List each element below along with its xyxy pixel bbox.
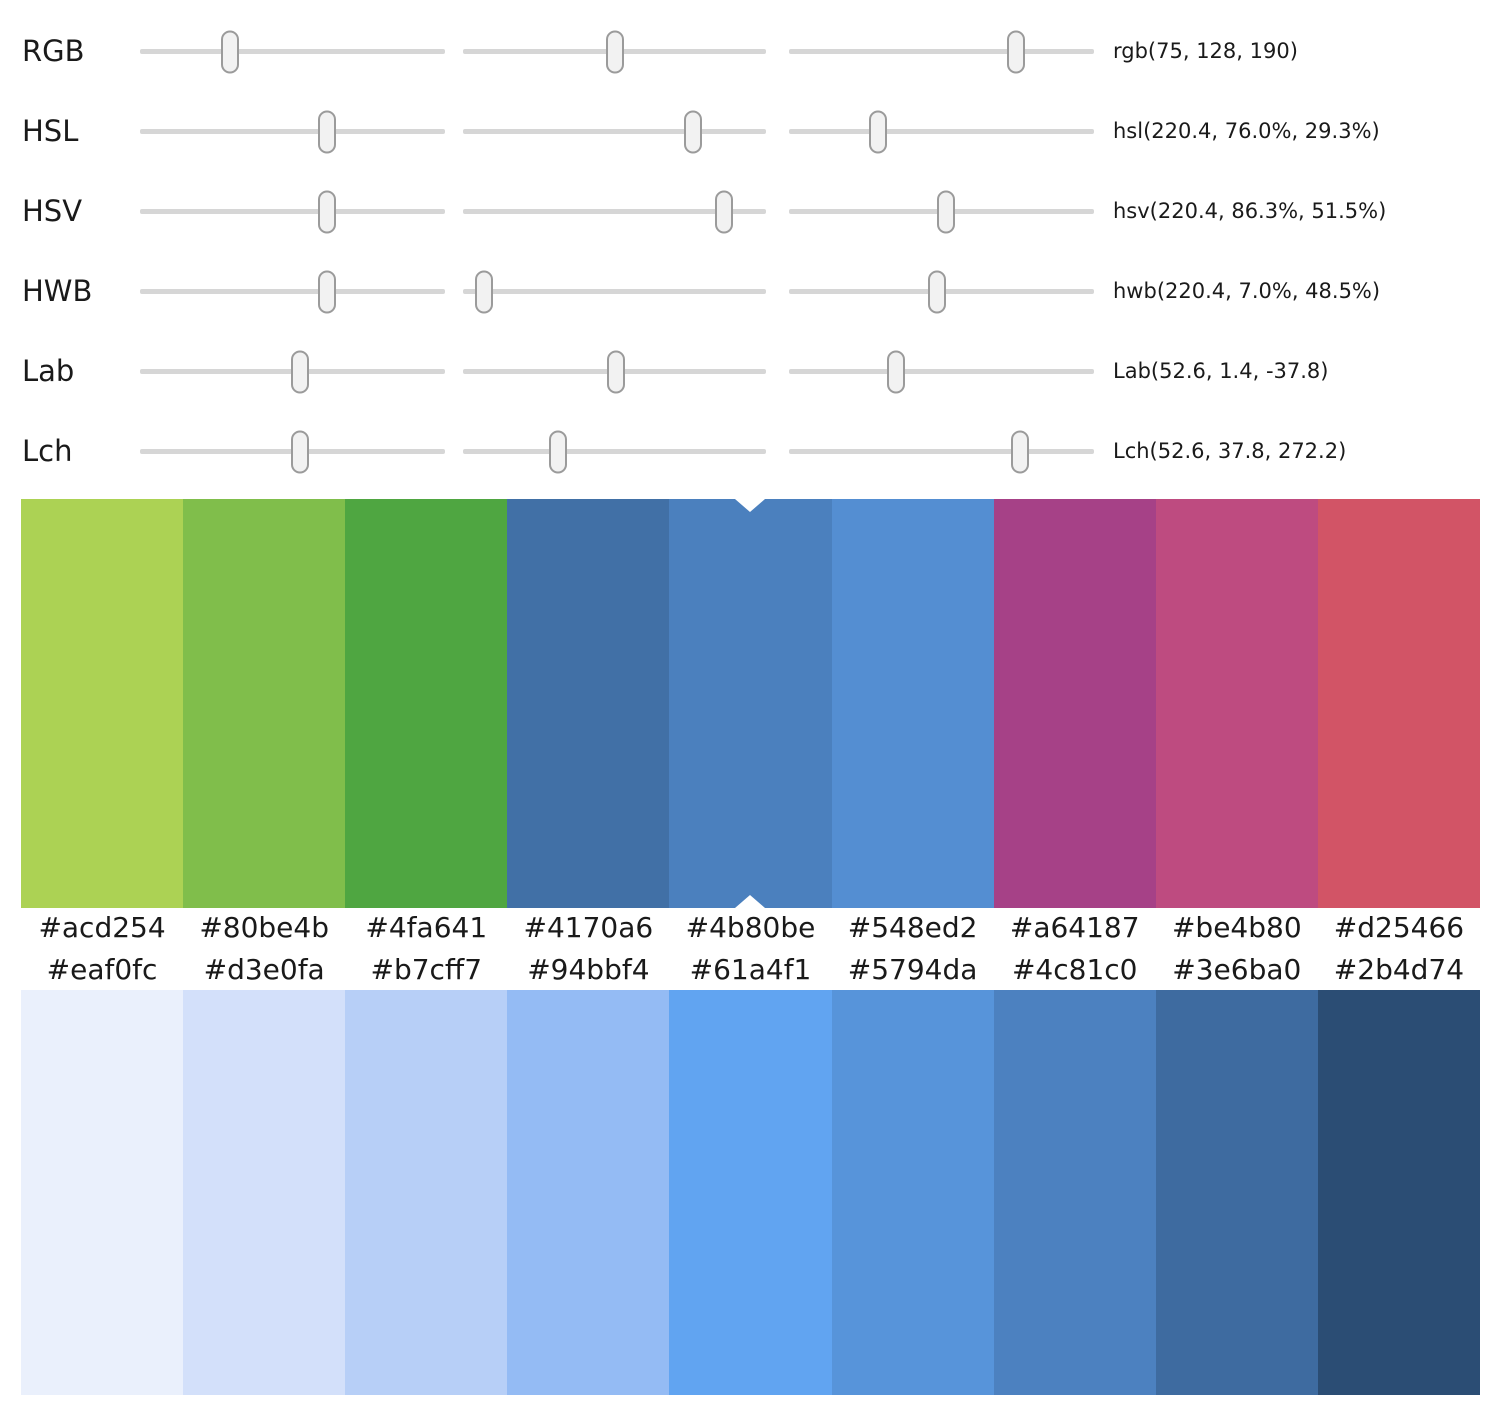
slider-track[interactable] bbox=[789, 30, 1094, 73]
palette-swatch-selected[interactable] bbox=[669, 499, 832, 908]
palette-swatch[interactable] bbox=[345, 499, 508, 908]
hex-label: #94bbf4 bbox=[527, 952, 650, 986]
slider-thumb[interactable] bbox=[317, 110, 336, 153]
hex-label: #3e6ba0 bbox=[1172, 952, 1302, 986]
slider-row-lch: Lch Lch(52.6, 37.8, 272.2) bbox=[0, 411, 1501, 491]
slider-thumb[interactable] bbox=[220, 30, 239, 73]
palette-swatch[interactable] bbox=[507, 499, 670, 908]
slider-thumb[interactable] bbox=[606, 30, 625, 73]
slider-row-hwb: HWB hwb(220.4, 7.0%, 48.5%) bbox=[0, 251, 1501, 331]
slider-track[interactable] bbox=[789, 190, 1094, 233]
hex-label: #80be4b bbox=[199, 910, 329, 944]
palette-swatch[interactable] bbox=[21, 499, 184, 908]
palette-swatch[interactable] bbox=[1317, 499, 1480, 908]
slider-row-hsv: HSV hsv(220.4, 86.3%, 51.5%) bbox=[0, 171, 1501, 251]
slider-track[interactable] bbox=[789, 110, 1094, 153]
slider-value: hwb(220.4, 7.0%, 48.5%) bbox=[1113, 279, 1381, 303]
palette-swatch[interactable] bbox=[1155, 990, 1318, 1395]
hex-label: #a64187 bbox=[1009, 910, 1140, 944]
palette-swatch[interactable] bbox=[183, 990, 346, 1395]
slider-value: hsv(220.4, 86.3%, 51.5%) bbox=[1113, 199, 1387, 223]
hex-label: #be4b80 bbox=[1171, 910, 1302, 944]
hex-label: #61a4f1 bbox=[689, 952, 812, 986]
slider-thumb[interactable] bbox=[937, 190, 956, 233]
hex-label: #4c81c0 bbox=[1011, 952, 1138, 986]
palette-bottom-labels: #eaf0fc #d3e0fa #b7cff7 #94bbf4 #61a4f1 … bbox=[21, 948, 1480, 990]
palette-swatch[interactable] bbox=[507, 990, 670, 1395]
slider-row-label: HSV bbox=[22, 194, 83, 228]
palette-strip-top bbox=[21, 499, 1480, 908]
slider-thumb[interactable] bbox=[869, 110, 888, 153]
hex-label: #4170a6 bbox=[523, 910, 654, 944]
palette-swatch[interactable] bbox=[21, 990, 184, 1395]
palette-swatch[interactable] bbox=[183, 499, 346, 908]
slider-track[interactable] bbox=[789, 350, 1094, 393]
hex-label: #5794da bbox=[847, 952, 978, 986]
slider-track[interactable] bbox=[140, 30, 445, 73]
slider-thumb[interactable] bbox=[549, 430, 568, 473]
palette-swatch[interactable] bbox=[993, 499, 1156, 908]
slider-track[interactable] bbox=[789, 270, 1094, 313]
slider-thumb[interactable] bbox=[317, 270, 336, 313]
slider-track[interactable] bbox=[140, 110, 445, 153]
palette-swatch[interactable] bbox=[831, 990, 994, 1395]
slider-thumb[interactable] bbox=[684, 110, 703, 153]
slider-value: Lch(52.6, 37.8, 272.2) bbox=[1113, 439, 1347, 463]
slider-row-label: RGB bbox=[22, 34, 85, 68]
slider-track[interactable] bbox=[463, 430, 766, 473]
hex-label: #eaf0fc bbox=[46, 952, 158, 986]
slider-track[interactable] bbox=[140, 430, 445, 473]
palette-swatch[interactable] bbox=[1155, 499, 1318, 908]
slider-thumb[interactable] bbox=[291, 430, 310, 473]
slider-thumb[interactable] bbox=[715, 190, 734, 233]
slider-row-lab: Lab Lab(52.6, 1.4, -37.8) bbox=[0, 331, 1501, 411]
slider-thumb[interactable] bbox=[291, 350, 310, 393]
palette-swatch[interactable] bbox=[993, 990, 1156, 1395]
slider-track[interactable] bbox=[463, 350, 766, 393]
slider-thumb[interactable] bbox=[475, 270, 494, 313]
hex-label: #4b80be bbox=[685, 910, 816, 944]
slider-track[interactable] bbox=[789, 430, 1094, 473]
palette-swatch[interactable] bbox=[831, 499, 994, 908]
palette-top-labels: #acd254 #80be4b #4fa641 #4170a6 #4b80be … bbox=[21, 906, 1480, 948]
slider-row-label: HWB bbox=[22, 274, 93, 308]
slider-row-label: Lch bbox=[22, 434, 73, 468]
slider-row-label: HSL bbox=[22, 114, 79, 148]
selected-notch-top-icon bbox=[735, 499, 766, 512]
slider-row-hsl: HSL hsl(220.4, 76.0%, 29.3%) bbox=[0, 91, 1501, 171]
palette-strip-bottom bbox=[21, 990, 1480, 1395]
slider-track[interactable] bbox=[463, 190, 766, 233]
palette-swatch[interactable] bbox=[1317, 990, 1480, 1395]
hex-label: #b7cff7 bbox=[370, 952, 483, 986]
palette-swatch[interactable] bbox=[669, 990, 832, 1395]
hex-label: #acd254 bbox=[38, 910, 166, 944]
hex-label: #d3e0fa bbox=[203, 952, 325, 986]
selected-notch-bottom-icon bbox=[735, 895, 766, 908]
slider-value: hsl(220.4, 76.0%, 29.3%) bbox=[1113, 119, 1380, 143]
slider-thumb[interactable] bbox=[607, 350, 625, 393]
slider-track[interactable] bbox=[140, 270, 445, 313]
slider-thumb[interactable] bbox=[927, 270, 946, 313]
palette-swatch[interactable] bbox=[345, 990, 508, 1395]
slider-thumb[interactable] bbox=[1007, 30, 1026, 73]
hex-label: #d25466 bbox=[1333, 910, 1465, 944]
hex-label: #2b4d74 bbox=[1333, 952, 1465, 986]
slider-track[interactable] bbox=[463, 270, 766, 313]
slider-track[interactable] bbox=[463, 30, 766, 73]
slider-value: rgb(75, 128, 190) bbox=[1113, 39, 1298, 63]
hex-label: #548ed2 bbox=[847, 910, 978, 944]
slider-track[interactable] bbox=[140, 350, 445, 393]
slider-value: Lab(52.6, 1.4, -37.8) bbox=[1113, 359, 1329, 383]
slider-row-label: Lab bbox=[22, 354, 75, 388]
slider-thumb[interactable] bbox=[317, 190, 336, 233]
hex-label: #4fa641 bbox=[365, 910, 488, 944]
slider-thumb[interactable] bbox=[1010, 430, 1029, 473]
slider-row-rgb: RGB rgb(75, 128, 190) bbox=[0, 11, 1501, 91]
slider-track[interactable] bbox=[463, 110, 766, 153]
slider-track[interactable] bbox=[140, 190, 445, 233]
slider-thumb[interactable] bbox=[887, 350, 906, 393]
